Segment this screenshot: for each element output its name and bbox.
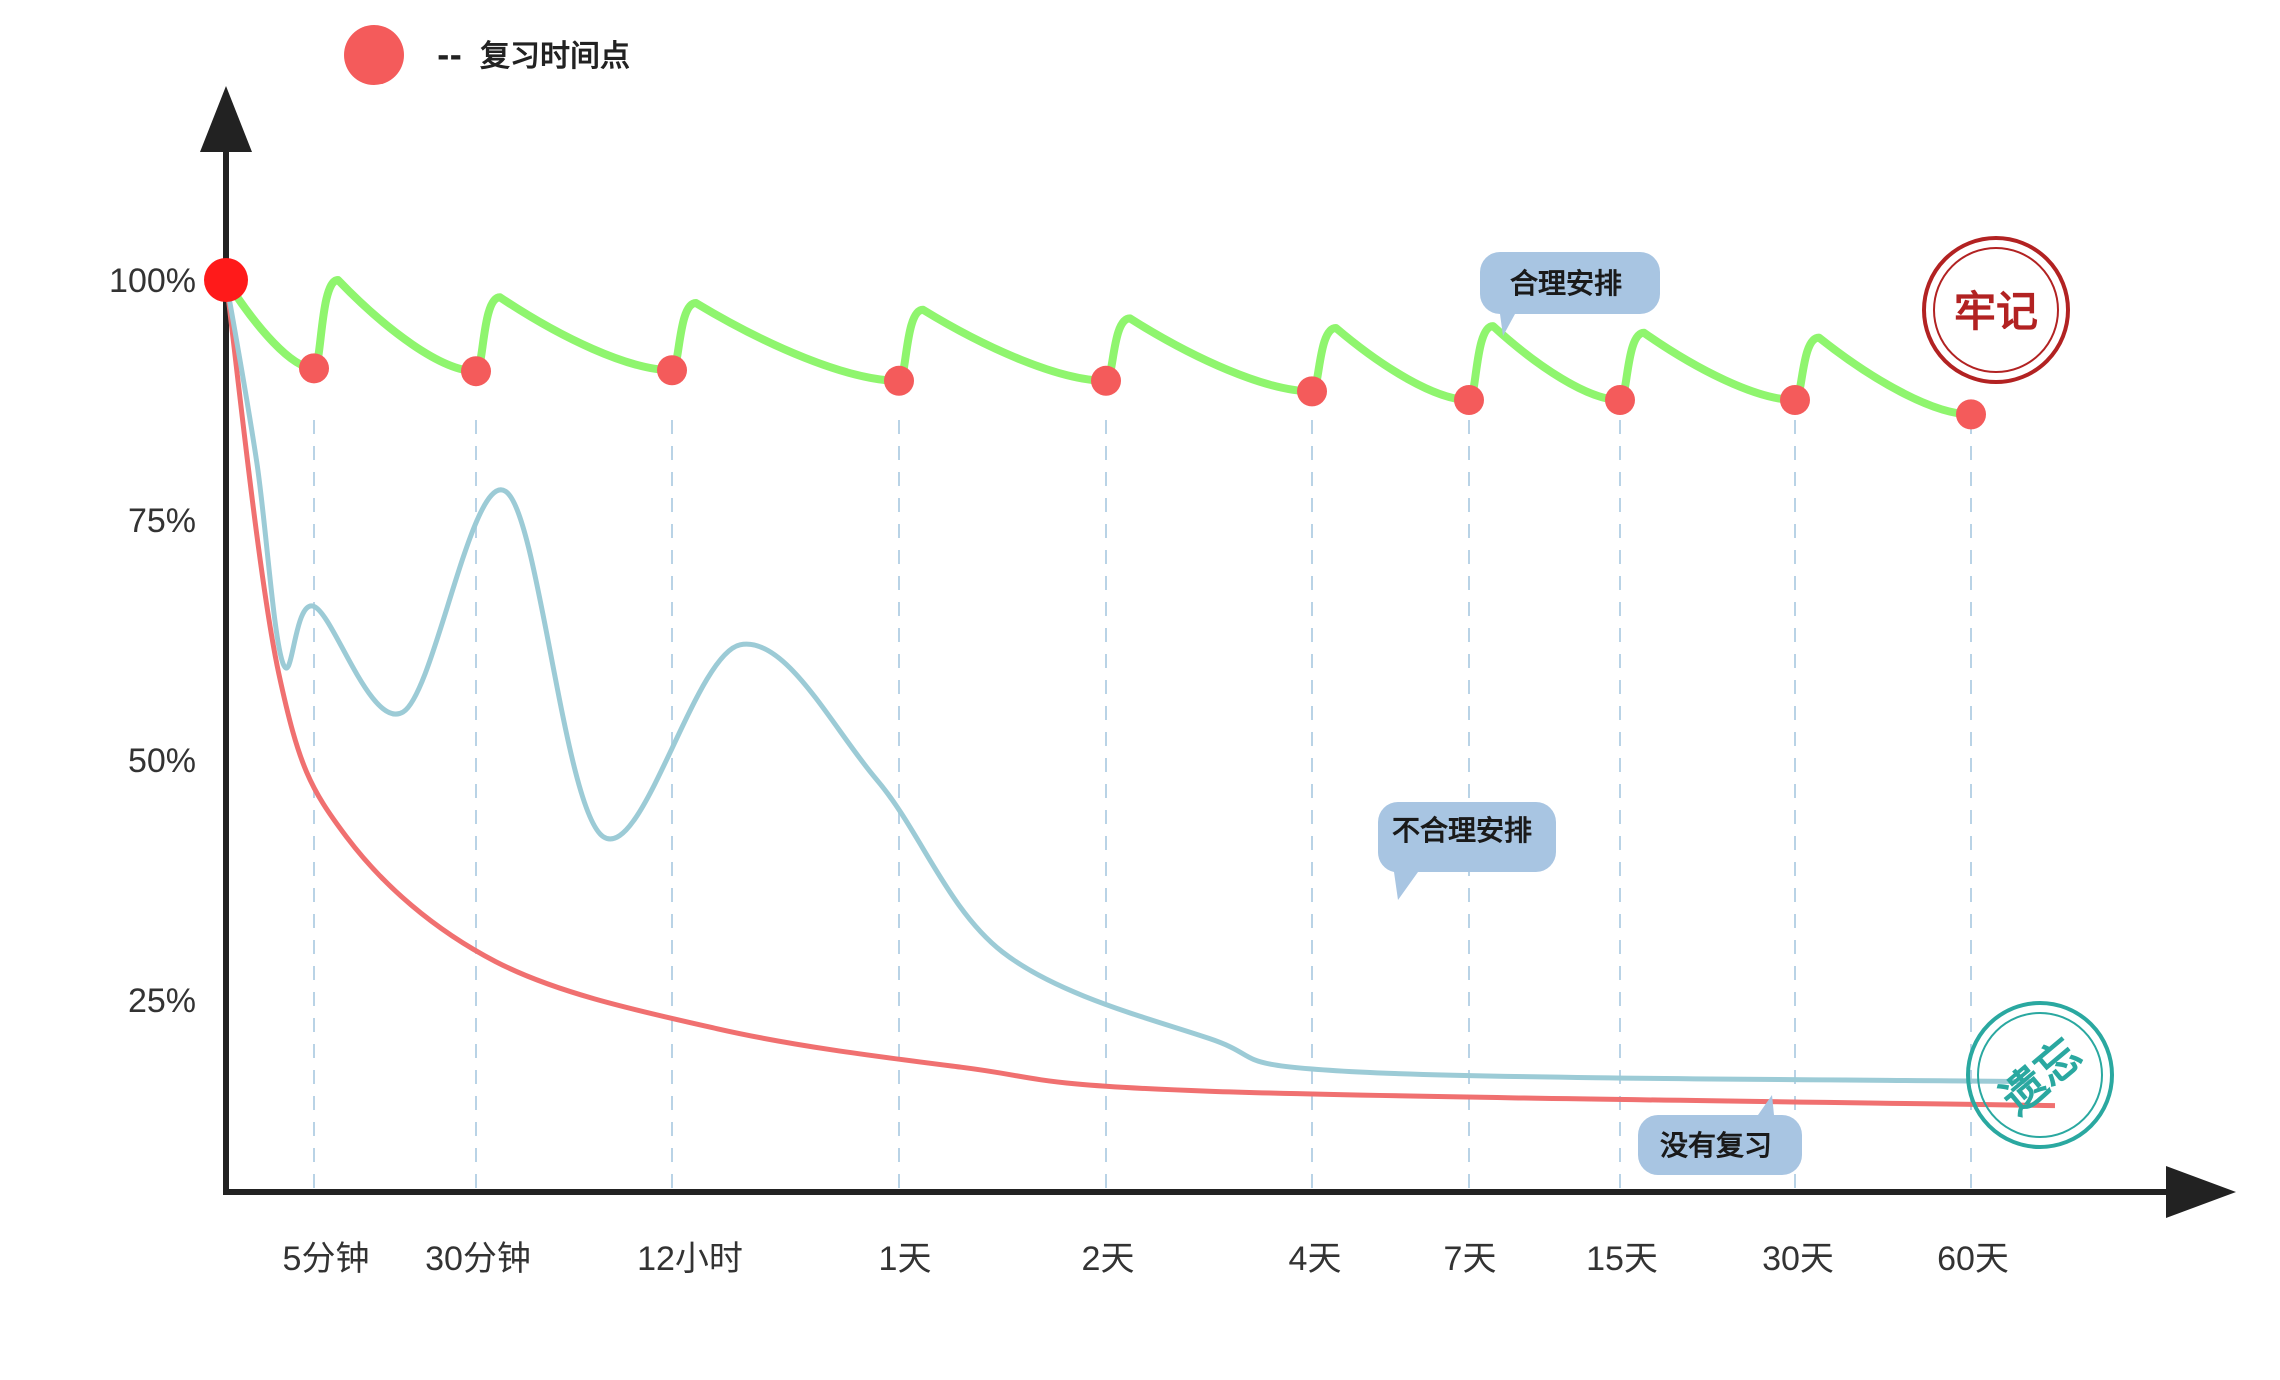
series-line-bad-schedule [223,279,2031,1085]
callout-none-text: 没有复习 [1660,1129,1772,1162]
series-line-no-review [223,279,2056,1109]
callout-bad-text: 不合理安排 [1392,814,1532,847]
y-tick-label: 50% [128,742,196,780]
callout-bad: 不合理安排 [1377,802,1556,900]
review-point-markers [299,353,1986,430]
callout-bad-bubble [1377,802,1556,900]
series-line-good-schedule [222,276,1972,419]
axes [200,86,2236,1218]
start-point-marker [204,258,248,302]
review-point [461,356,491,387]
review-point [1956,399,1986,430]
callout-good-bubble [1480,252,1660,336]
legend-dash: -- [437,39,462,74]
stamp-forget-outer-ring [1966,1001,2114,1149]
review-point [657,355,687,386]
review-point [299,353,329,384]
x-tick-label: 30天 [1762,1240,1834,1278]
y-axis-arrow [200,86,252,152]
x-axis-arrow [2166,1166,2236,1218]
review-point [1454,385,1484,415]
legend-marker [344,25,404,85]
stamp-remember: 牢记 [1922,236,2070,384]
stamp-remember-outer-ring [1922,236,2070,384]
callout-good: 合理安排 [1480,252,1660,336]
review-point [1297,376,1327,407]
callout-good-text: 合理安排 [1510,267,1622,300]
stamp-forget-inner-ring [1977,1012,2103,1138]
x-tick-labels: 5分钟 30分钟 12小时 1天 2天 4天 7天 15天 30天 60天 [283,1240,2009,1278]
x-tick-label: 2天 [1082,1240,1135,1278]
x-tick-label: 5分钟 [283,1240,370,1278]
review-point [1605,385,1635,415]
review-gridlines [313,420,1972,1188]
review-point [1780,385,1810,415]
legend: -- 复习时间点 [344,25,630,85]
stamp-remember-text: 牢记 [1954,287,2038,336]
x-tick-label: 1天 [879,1240,932,1278]
callout-none-bubble [1638,1095,1802,1175]
legend-label: 复习时间点 [480,39,630,74]
review-point [884,365,914,396]
x-tick-label: 60天 [1937,1240,2009,1278]
y-tick-label: 100% [109,262,196,300]
callout-none: 没有复习 [1638,1095,1802,1175]
stamp-forget: 遗忘 [1966,1001,2114,1149]
x-tick-label: 30分钟 [425,1240,531,1278]
x-tick-label: 7天 [1444,1240,1497,1278]
x-tick-label: 4天 [1289,1240,1342,1278]
x-tick-label: 15天 [1586,1240,1658,1278]
stamp-forget-text: 遗忘 [1992,1029,2092,1125]
x-tick-label: 12小时 [637,1240,743,1278]
y-tick-label: 75% [128,502,196,540]
y-tick-label: 25% [128,982,196,1020]
stamp-remember-inner-ring [1933,247,2059,373]
y-tick-labels: 100% 75% 50% 25% [109,262,196,1020]
review-point [1091,365,1121,396]
